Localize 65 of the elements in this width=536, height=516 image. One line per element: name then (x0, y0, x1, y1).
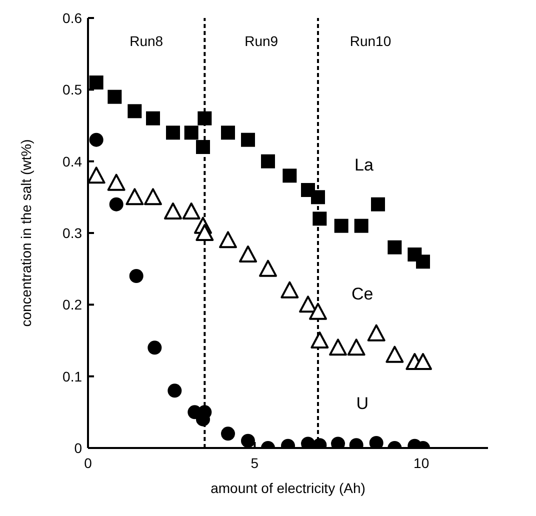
point (261, 154, 275, 168)
y-axis-title: concentration in the salt (wt%) (18, 139, 34, 327)
x-tick-label: 5 (250, 454, 259, 471)
point (386, 346, 404, 363)
x-tick-label: 10 (414, 454, 430, 471)
point (89, 132, 104, 147)
point (241, 132, 255, 147)
point (369, 436, 384, 448)
series-label: U (356, 394, 368, 413)
point (416, 254, 430, 269)
point (89, 76, 104, 90)
series-label: Ce (351, 284, 374, 304)
point (196, 224, 214, 241)
point (280, 281, 299, 298)
point (310, 332, 329, 348)
point (354, 218, 368, 233)
point (144, 188, 162, 206)
point (299, 296, 317, 313)
point (334, 218, 348, 233)
point (108, 90, 122, 104)
point (164, 202, 182, 220)
point (107, 174, 126, 191)
point (126, 188, 144, 206)
point (196, 140, 210, 154)
point (198, 405, 212, 420)
point (241, 434, 255, 448)
point (88, 166, 106, 184)
point (219, 231, 237, 248)
y-tick-label: 0.6 (62, 10, 82, 26)
point (347, 338, 366, 356)
y-tick-label: 0.2 (62, 296, 82, 313)
point (309, 302, 327, 320)
x-tick-label: 0 (84, 454, 92, 471)
point (148, 340, 162, 355)
point (367, 324, 386, 342)
point (166, 126, 180, 140)
point (371, 197, 385, 212)
x-axis-title: amount of electricity (Ah) (210, 480, 366, 496)
series-label: La (354, 155, 374, 174)
point (128, 104, 142, 118)
point (312, 212, 327, 226)
point (146, 111, 160, 126)
point (221, 126, 235, 140)
annotation: Run10 (350, 32, 392, 49)
y-tick-label: 0.3 (62, 224, 82, 241)
point (184, 126, 198, 140)
point (414, 353, 432, 370)
point (198, 111, 212, 126)
annotation: Run8 (130, 32, 164, 49)
point (221, 426, 235, 441)
y-tick-label: 0.5 (62, 82, 82, 98)
annotation: Run9 (244, 32, 278, 49)
point (129, 269, 144, 283)
point (259, 260, 277, 277)
point (182, 202, 200, 220)
point (109, 197, 124, 212)
point (388, 240, 402, 254)
point (239, 246, 257, 262)
point (329, 338, 347, 356)
y-tick-label: 0 (74, 440, 82, 456)
point (168, 384, 182, 398)
point (282, 168, 297, 183)
point (311, 190, 325, 204)
y-tick-label: 0.1 (62, 368, 82, 384)
y-tick-label: 0.4 (62, 153, 82, 170)
